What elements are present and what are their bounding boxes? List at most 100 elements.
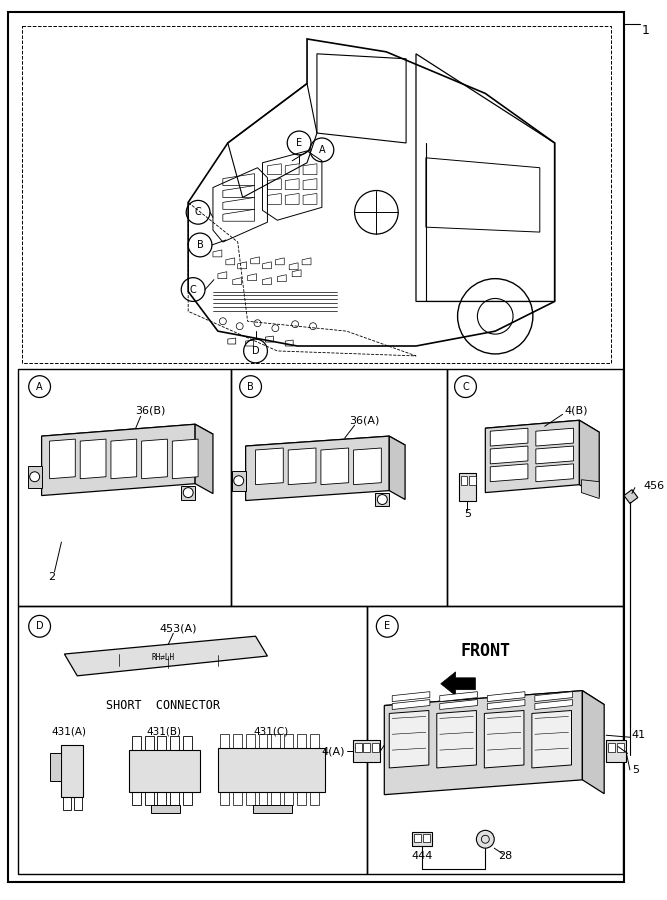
Text: 36(B): 36(B)	[135, 405, 165, 416]
Polygon shape	[459, 472, 476, 500]
Circle shape	[30, 472, 39, 482]
Text: RH⇄LH: RH⇄LH	[152, 653, 175, 662]
Polygon shape	[364, 743, 370, 752]
Polygon shape	[470, 476, 476, 485]
Text: 431(B): 431(B)	[147, 726, 182, 736]
Text: 36(A): 36(A)	[350, 415, 380, 426]
Polygon shape	[536, 464, 574, 482]
Polygon shape	[624, 490, 638, 503]
Text: 5: 5	[464, 509, 471, 519]
Polygon shape	[255, 448, 283, 485]
Text: B: B	[197, 240, 203, 250]
Polygon shape	[440, 692, 478, 702]
Polygon shape	[384, 690, 582, 795]
Text: 456: 456	[644, 481, 665, 491]
Polygon shape	[488, 699, 525, 709]
Bar	[447, 369, 623, 607]
Polygon shape	[372, 743, 380, 752]
Polygon shape	[484, 710, 524, 768]
Bar	[368, 607, 623, 874]
Polygon shape	[535, 699, 572, 709]
Text: 4(A): 4(A)	[321, 746, 345, 756]
Polygon shape	[392, 699, 430, 709]
Polygon shape	[488, 692, 525, 702]
Polygon shape	[536, 428, 574, 446]
Text: 1: 1	[642, 24, 650, 37]
Polygon shape	[392, 692, 430, 702]
Polygon shape	[582, 480, 599, 499]
Polygon shape	[111, 439, 137, 479]
Polygon shape	[390, 710, 429, 768]
Text: E: E	[296, 138, 302, 148]
Bar	[22, 26, 611, 363]
Polygon shape	[288, 448, 316, 485]
Polygon shape	[606, 740, 626, 762]
Polygon shape	[460, 476, 468, 485]
Text: D: D	[251, 346, 259, 356]
Polygon shape	[129, 750, 200, 792]
Polygon shape	[245, 436, 405, 455]
Text: FRONT: FRONT	[460, 642, 510, 660]
Text: 431(A): 431(A)	[52, 726, 87, 736]
Polygon shape	[172, 439, 198, 479]
Polygon shape	[384, 690, 604, 719]
Polygon shape	[195, 424, 213, 493]
Bar	[18, 607, 368, 874]
Polygon shape	[608, 743, 615, 752]
Polygon shape	[253, 805, 292, 813]
Polygon shape	[41, 424, 195, 496]
Circle shape	[183, 488, 193, 498]
Polygon shape	[65, 636, 267, 676]
Polygon shape	[486, 420, 599, 440]
Polygon shape	[354, 448, 382, 485]
Polygon shape	[490, 428, 528, 446]
Text: 28: 28	[498, 851, 512, 861]
Polygon shape	[490, 446, 528, 464]
Text: SHORT  CONNECTOR: SHORT CONNECTOR	[107, 699, 220, 712]
Polygon shape	[440, 699, 478, 709]
Polygon shape	[423, 834, 430, 842]
Polygon shape	[321, 448, 349, 485]
Circle shape	[378, 495, 388, 505]
Polygon shape	[28, 466, 41, 488]
Text: C: C	[195, 207, 201, 217]
Bar	[231, 369, 447, 607]
Circle shape	[476, 831, 494, 848]
Polygon shape	[437, 710, 476, 768]
Polygon shape	[441, 672, 476, 696]
Polygon shape	[61, 745, 83, 796]
Text: D: D	[36, 621, 43, 631]
Text: 444: 444	[412, 851, 433, 861]
Polygon shape	[414, 834, 421, 842]
Text: B: B	[247, 382, 254, 392]
Polygon shape	[245, 436, 390, 500]
Polygon shape	[412, 832, 432, 846]
Polygon shape	[486, 420, 580, 492]
Bar	[18, 369, 231, 607]
Text: 2: 2	[48, 572, 55, 581]
Text: E: E	[384, 621, 390, 631]
Polygon shape	[536, 446, 574, 464]
Text: 431(C): 431(C)	[253, 726, 289, 736]
Text: C: C	[190, 284, 197, 294]
Text: 41: 41	[632, 730, 646, 741]
Polygon shape	[355, 743, 362, 752]
Polygon shape	[580, 420, 599, 497]
Circle shape	[233, 476, 243, 486]
Polygon shape	[535, 692, 572, 702]
Polygon shape	[617, 743, 624, 752]
Text: 4(B): 4(B)	[564, 405, 588, 416]
Text: 5: 5	[632, 765, 639, 775]
Polygon shape	[181, 486, 195, 500]
Polygon shape	[582, 690, 604, 794]
Polygon shape	[151, 805, 180, 813]
Polygon shape	[141, 439, 167, 479]
Text: C: C	[462, 382, 469, 392]
Text: A: A	[319, 145, 325, 155]
Polygon shape	[80, 439, 106, 479]
Polygon shape	[231, 471, 245, 491]
Polygon shape	[532, 710, 572, 768]
Polygon shape	[218, 748, 325, 792]
Polygon shape	[41, 424, 213, 446]
Polygon shape	[490, 464, 528, 482]
